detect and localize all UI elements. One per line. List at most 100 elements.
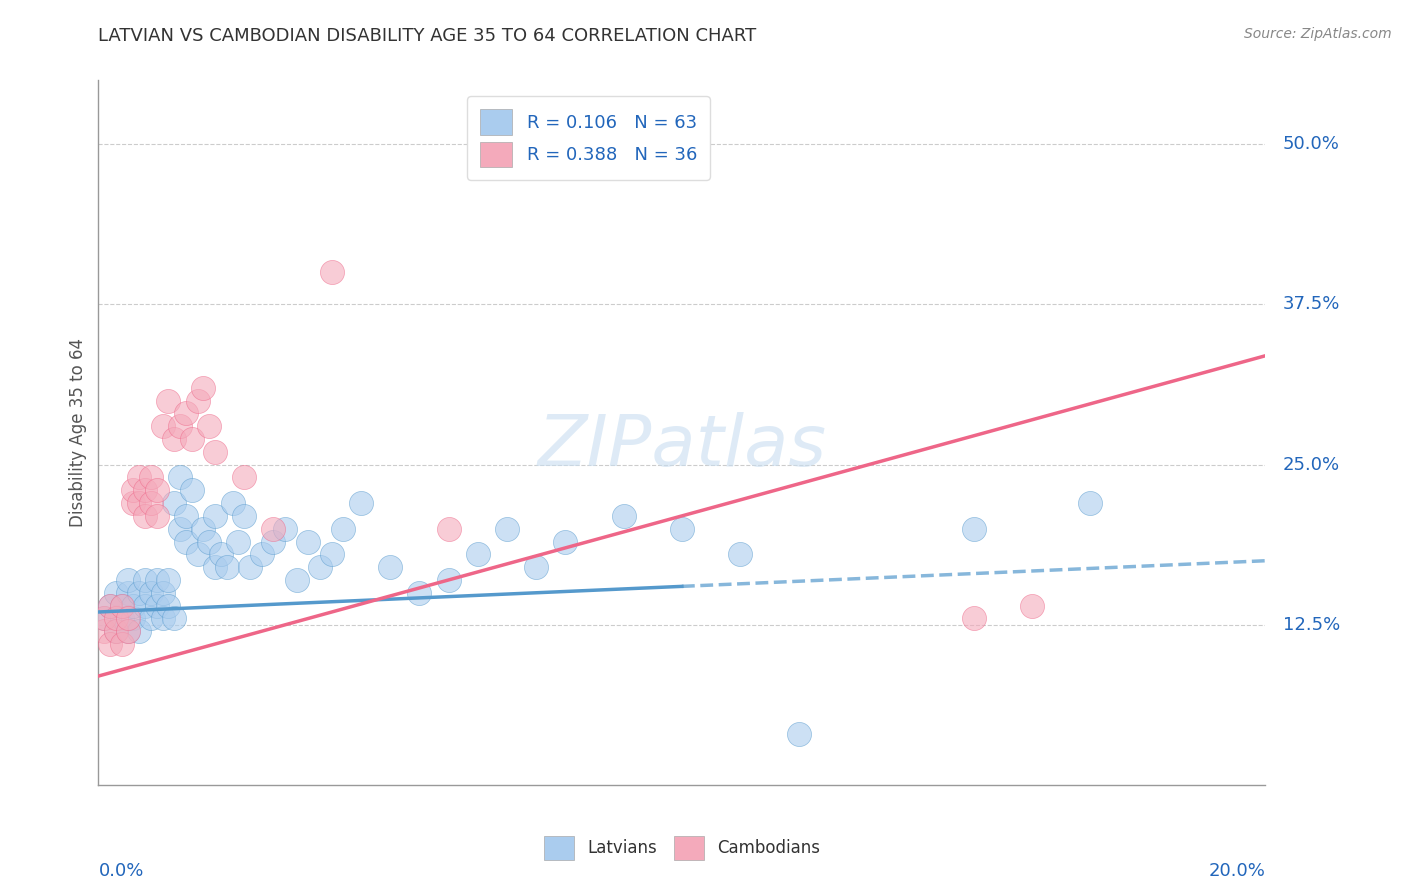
Point (233, 470, 256, 484)
Point (139, 611, 162, 625)
Point (332, 522, 354, 536)
Point (962, 522, 984, 536)
Point (134, 508, 156, 523)
Point (128, 496, 150, 510)
Legend: Latvians, Cambodians: Latvians, Cambodians (536, 828, 828, 868)
Point (496, 522, 519, 536)
Point (93, 624, 115, 639)
Point (239, 560, 262, 574)
Text: 12.5%: 12.5% (1282, 615, 1340, 634)
Point (169, 522, 191, 536)
Point (187, 547, 209, 561)
Point (198, 419, 221, 434)
Point (134, 599, 156, 613)
Text: 0.0%: 0.0% (98, 862, 143, 880)
Point (93, 611, 115, 625)
Point (321, 547, 343, 561)
Point (193, 381, 215, 395)
Point (671, 522, 693, 536)
Point (274, 522, 297, 536)
Point (193, 522, 215, 536)
Point (1021, 599, 1043, 613)
Point (146, 483, 169, 498)
Point (180, 432, 202, 446)
Text: Source: ZipAtlas.com: Source: ZipAtlas.com (1244, 27, 1392, 41)
Point (117, 586, 139, 600)
Point (221, 496, 243, 510)
Point (104, 624, 127, 639)
Point (128, 624, 150, 639)
Text: LATVIAN VS CAMBODIAN DISABILITY AGE 35 TO 64 CORRELATION CHART: LATVIAN VS CAMBODIAN DISABILITY AGE 35 T… (98, 27, 756, 45)
Point (146, 573, 169, 587)
Point (104, 624, 127, 639)
Point (93, 611, 115, 625)
Point (204, 445, 226, 459)
Text: 20.0%: 20.0% (1209, 862, 1265, 880)
Point (612, 508, 634, 523)
Point (174, 508, 197, 523)
Point (152, 611, 174, 625)
Point (152, 419, 174, 434)
Text: 25.0%: 25.0% (1282, 456, 1340, 474)
Point (104, 611, 127, 625)
Point (467, 547, 489, 561)
Point (111, 611, 134, 625)
Point (730, 547, 752, 561)
Point (174, 534, 197, 549)
Point (139, 586, 162, 600)
Point (122, 496, 145, 510)
Text: 50.0%: 50.0% (1282, 136, 1340, 153)
Point (157, 393, 180, 408)
Point (117, 573, 139, 587)
Point (128, 470, 150, 484)
Point (139, 496, 162, 510)
Point (437, 573, 460, 587)
Point (139, 470, 162, 484)
Point (169, 419, 191, 434)
Point (98, 637, 121, 651)
Point (262, 522, 284, 536)
Point (262, 534, 284, 549)
Point (380, 560, 402, 574)
Point (1080, 496, 1102, 510)
Point (297, 534, 319, 549)
Point (111, 599, 134, 613)
Point (157, 599, 180, 613)
Point (228, 534, 250, 549)
Point (962, 611, 984, 625)
Point (146, 599, 169, 613)
Point (187, 393, 209, 408)
Point (215, 560, 238, 574)
Y-axis label: Disability Age 35 to 64: Disability Age 35 to 64 (69, 338, 87, 527)
Point (250, 547, 273, 561)
Point (408, 586, 430, 600)
Point (233, 508, 256, 523)
Point (163, 611, 186, 625)
Point (134, 483, 156, 498)
Point (309, 560, 332, 574)
Point (198, 534, 221, 549)
Point (98, 599, 121, 613)
Point (285, 573, 308, 587)
Point (104, 586, 127, 600)
Point (111, 637, 134, 651)
Point (163, 432, 186, 446)
Point (122, 483, 145, 498)
Point (117, 611, 139, 625)
Point (787, 727, 810, 741)
Point (524, 560, 547, 574)
Point (204, 560, 226, 574)
Point (437, 522, 460, 536)
Point (169, 470, 191, 484)
Text: ZIPatlas: ZIPatlas (537, 412, 827, 481)
Point (111, 599, 134, 613)
Point (146, 508, 169, 523)
Point (321, 265, 343, 279)
Point (174, 406, 197, 420)
Point (134, 573, 156, 587)
Point (180, 483, 202, 498)
Point (117, 624, 139, 639)
Point (204, 508, 226, 523)
Point (209, 547, 232, 561)
Point (152, 586, 174, 600)
